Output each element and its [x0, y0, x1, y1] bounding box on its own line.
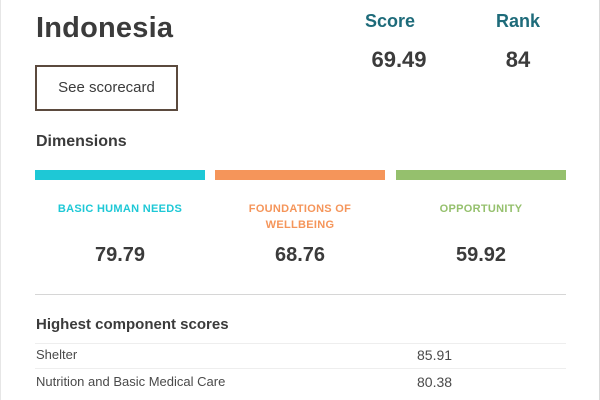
country-title: Indonesia [36, 12, 174, 44]
opportunity-value: 59.92 [455, 244, 507, 266]
component-value: 80.38 [417, 374, 453, 390]
rank-value: 84 [505, 47, 531, 72]
section-divider [35, 294, 566, 295]
component-value: 85.91 [417, 347, 453, 363]
row-divider [35, 343, 566, 344]
components-heading: Highest component scores [36, 316, 229, 333]
row-divider [35, 368, 566, 369]
score-label: Score [364, 11, 416, 31]
score-value: 69.49 [371, 47, 427, 72]
basic-human-needs-label: BASIC HUMAN NEEDS [57, 203, 183, 215]
basic-human-needs-value: 79.79 [94, 244, 146, 266]
basic-human-needs-bar [35, 170, 205, 180]
opportunity-label: OPPORTUNITY [439, 203, 523, 215]
component-name: Shelter [36, 347, 78, 362]
foundations-of-wellbeing-label: FOUNDATIONS OF WELLBEING [248, 203, 352, 231]
see-scorecard-button[interactable]: See scorecard [35, 65, 178, 111]
rank-label: Rank [495, 11, 540, 31]
dimensions-heading: Dimensions [36, 133, 127, 150]
foundations-of-wellbeing-bar [215, 170, 385, 180]
foundations-of-wellbeing-value: 68.76 [274, 244, 326, 266]
opportunity-bar [396, 170, 566, 180]
component-name: Nutrition and Basic Medical Care [36, 374, 226, 389]
